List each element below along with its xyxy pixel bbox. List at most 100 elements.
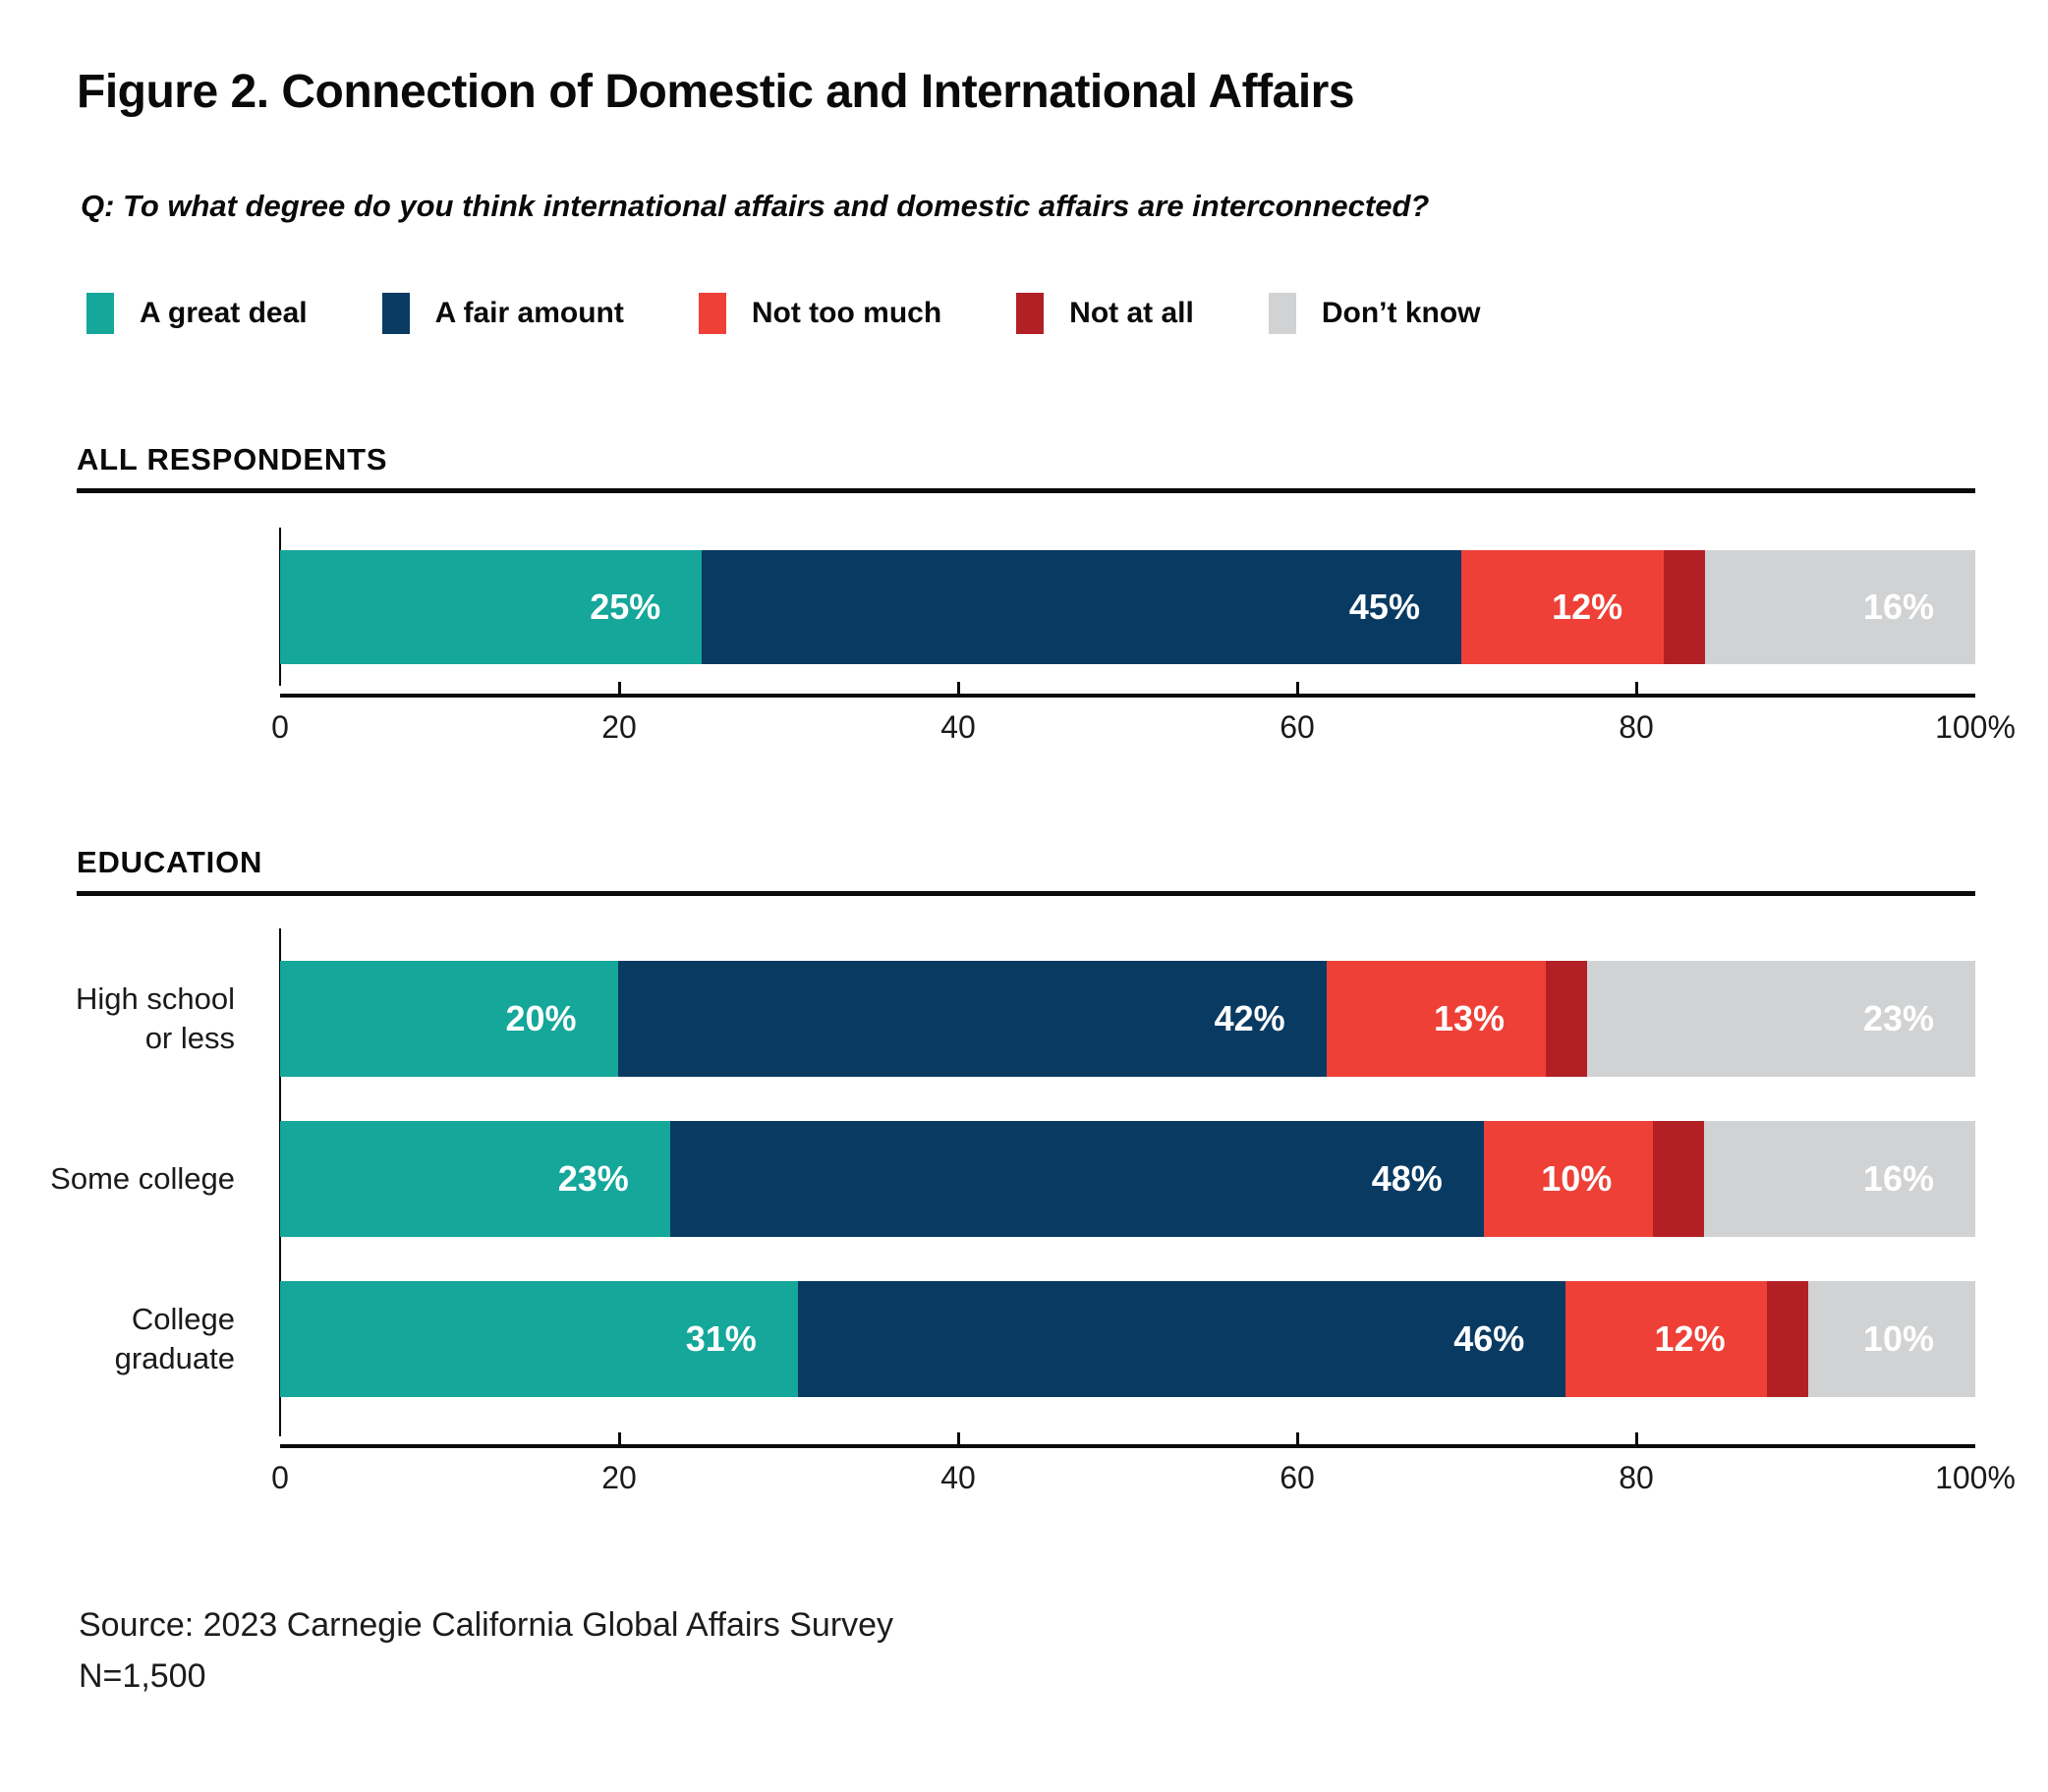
- legend-item-not-at-all: Not at all: [1016, 293, 1194, 334]
- x-axis-line: [280, 694, 1975, 698]
- x-axis: 0 20 40 60 80 100%: [271, 1432, 2016, 1495]
- bar-segment-a-great-deal: 31%: [280, 1281, 798, 1397]
- bar-segment-a-fair-amount: 46%: [797, 1281, 1566, 1397]
- bar-segment-value: 23%: [557, 1158, 629, 1199]
- legend-swatch-a-great-deal: [86, 293, 114, 334]
- x-axis-tick-label: 100%: [1935, 709, 2016, 745]
- row-label-line: graduate: [114, 1341, 235, 1375]
- bar-segment-not-too-much: 10%: [1483, 1121, 1654, 1237]
- x-axis-tick-label: 60: [1280, 1460, 1315, 1495]
- bar-row: College graduate 31% 46% 12% 10%: [77, 1281, 1975, 1397]
- legend-item-not-too-much: Not too much: [698, 293, 942, 334]
- x-axis-line: [280, 1444, 1975, 1448]
- bar-segment-don-t-know: 16%: [1704, 1121, 1975, 1237]
- bar-segment-a-great-deal: 23%: [280, 1121, 670, 1237]
- x-axis-tick-label: 100%: [1935, 1460, 2016, 1495]
- stacked-bar: 20% 42% 13% 23%: [280, 961, 1975, 1077]
- bar-segment-value: 25%: [590, 587, 661, 627]
- section-rule: [77, 891, 1975, 896]
- row-label: College graduate: [77, 1281, 280, 1397]
- x-axis-tick: [957, 1432, 960, 1444]
- row-label: High school or less: [76, 961, 280, 1077]
- bar-segment-value: 10%: [1862, 1318, 1934, 1359]
- bar-segment-not-at-all: [1546, 961, 1587, 1077]
- x-axis-tick: [618, 682, 621, 694]
- bar-row: High school or less 20% 42% 13% 23%: [76, 961, 1975, 1077]
- section-rule: [77, 488, 1975, 493]
- bar-row: 25% 45% 12% 16%: [77, 550, 1975, 664]
- bar-segment-not-too-much: 13%: [1326, 961, 1546, 1077]
- legend-label: A great deal: [140, 297, 308, 329]
- legend-swatch-not-at-all: [1016, 293, 1045, 334]
- bar-segment-not-at-all: [1653, 1121, 1704, 1237]
- bar-segment-value: 48%: [1371, 1158, 1443, 1199]
- row-label: Some college: [50, 1121, 280, 1237]
- sample-size: N=1,500: [79, 1657, 206, 1695]
- x-axis-tick-label: 20: [601, 1460, 637, 1495]
- section-header-all-respondents: ALL RESPONDENTS: [77, 442, 388, 476]
- x-axis-tick: [1635, 682, 1638, 694]
- bar-segment-don-t-know: 16%: [1705, 550, 1975, 664]
- row-label-line: College: [131, 1302, 235, 1336]
- x-axis-tick-label: 40: [940, 709, 976, 745]
- legend-swatch-a-fair-amount: [381, 293, 410, 334]
- bar-rows: High school or less 20% 42% 13% 23% Some colle…: [50, 961, 1975, 1397]
- legend-label: Not at all: [1069, 297, 1194, 329]
- legend-swatch-not-too-much: [698, 293, 726, 334]
- bar-row: Some college 23% 48% 10% 16%: [50, 1121, 1975, 1237]
- bar-segment-value: 12%: [1552, 587, 1623, 627]
- bar-segment-a-great-deal: 20%: [280, 961, 618, 1077]
- row-label-line: High school: [76, 981, 235, 1016]
- row-label: [77, 550, 280, 664]
- bar-segment-don-t-know: 10%: [1807, 1281, 1975, 1397]
- x-axis-tick-label: 20: [601, 709, 637, 745]
- source-text: Source: 2023 Carnegie California Global …: [79, 1606, 894, 1644]
- survey-question: Q: To what degree do you think internati…: [81, 189, 1430, 223]
- bar-segment-not-too-much: 12%: [1460, 550, 1665, 664]
- bar-segment-value: 10%: [1541, 1158, 1613, 1199]
- row-label-line: or less: [144, 1021, 235, 1055]
- legend-label: Not too much: [751, 297, 942, 329]
- x-axis-tick: [1635, 1432, 1638, 1444]
- bar-segment-value: 13%: [1433, 998, 1505, 1038]
- x-axis: 0 20 40 60 80 100%: [271, 682, 2016, 745]
- section-header-education: EDUCATION: [77, 845, 263, 879]
- x-axis-tick-label: 40: [940, 1460, 976, 1495]
- bar-segment-value: 12%: [1654, 1318, 1726, 1359]
- bar-segment-a-fair-amount: 42%: [617, 961, 1327, 1077]
- bar-segment-don-t-know: 23%: [1587, 961, 1975, 1077]
- bar-segment-a-fair-amount: 48%: [669, 1121, 1484, 1237]
- x-axis-tick-label: 0: [271, 709, 289, 745]
- chart-all-respondents: 25% 45% 12% 16% 0 20 40 60 80 100%: [77, 550, 2016, 745]
- source-block: Source: 2023 Carnegie California Global …: [79, 1599, 893, 1702]
- bar-segment-not-at-all: [1766, 1281, 1808, 1397]
- bar-segment-value: 20%: [505, 998, 577, 1038]
- figure-title: Figure 2. Connection of Domestic and Int…: [77, 66, 1355, 118]
- bar-rows: 25% 45% 12% 16%: [77, 550, 1975, 664]
- bar-segment-a-fair-amount: 45%: [702, 550, 1461, 664]
- bar-segment-value: 16%: [1862, 587, 1934, 627]
- x-axis-tick: [957, 682, 960, 694]
- bar-segment-value: 31%: [685, 1318, 757, 1359]
- chart-education: High school or less 20% 42% 13% 23% Some colle…: [50, 961, 2016, 1495]
- bar-segment-value: 42%: [1214, 998, 1285, 1038]
- stacked-bar: 31% 46% 12% 10%: [280, 1281, 1975, 1397]
- x-axis-tick: [618, 1432, 621, 1444]
- row-label-line: Some college: [50, 1161, 235, 1196]
- bar-segment-value: 16%: [1862, 1158, 1934, 1199]
- stacked-bar: 23% 48% 10% 16%: [280, 1121, 1975, 1237]
- bar-segment-value: 46%: [1453, 1318, 1525, 1359]
- legend-swatch-don-t-know: [1268, 293, 1296, 334]
- x-axis-tick: [1296, 682, 1299, 694]
- legend: A great deal A fair amount Not too much Not…: [86, 293, 1481, 334]
- x-axis-tick-label: 80: [1619, 1460, 1654, 1495]
- legend-label: Don’t know: [1321, 297, 1481, 329]
- legend-item-a-great-deal: A great deal: [86, 293, 308, 334]
- legend-label: A fair amount: [434, 297, 624, 329]
- x-axis-tick-label: 0: [271, 1460, 289, 1495]
- legend-item-don-t-know: Don’t know: [1268, 293, 1481, 334]
- x-axis-tick-label: 60: [1280, 709, 1315, 745]
- x-axis-tick-label: 80: [1619, 709, 1654, 745]
- stacked-bar: 25% 45% 12% 16%: [280, 550, 1975, 664]
